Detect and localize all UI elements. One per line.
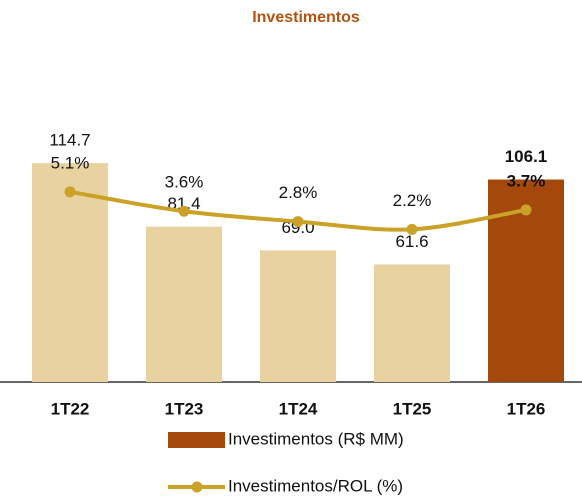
line-value-label: 2.2% xyxy=(393,191,432,210)
x-tick-label: 1T23 xyxy=(165,399,204,418)
line-value-label: 5.1% xyxy=(51,153,90,172)
line-value-label: 3.7% xyxy=(507,171,546,190)
line-point xyxy=(178,205,190,217)
bar xyxy=(32,163,108,382)
x-tick-label: 1T25 xyxy=(393,399,432,418)
line-value-label: 2.8% xyxy=(279,183,318,202)
bar xyxy=(374,264,450,382)
line-point xyxy=(406,223,418,235)
x-tick-label: 1T24 xyxy=(279,399,318,418)
line-point xyxy=(64,186,76,198)
chart-title: Investimentos xyxy=(252,9,360,26)
bar xyxy=(146,226,222,382)
x-tick-label: 1T22 xyxy=(51,399,90,418)
bar-value-label: 61.6 xyxy=(395,232,428,251)
x-tick-label: 1T26 xyxy=(507,399,546,418)
bar-value-label: 114.7 xyxy=(49,131,90,150)
legend-swatch xyxy=(168,432,225,448)
legend-label: Investimentos/ROL (%) xyxy=(228,476,403,495)
line-point xyxy=(520,204,532,216)
bar xyxy=(260,250,336,382)
line-point xyxy=(292,216,304,228)
legend-dot xyxy=(191,481,203,493)
bar-value-label: 106.1 xyxy=(505,147,548,166)
line-value-label: 3.6% xyxy=(165,173,204,192)
legend-label: Investimentos (R$ MM) xyxy=(228,429,404,448)
